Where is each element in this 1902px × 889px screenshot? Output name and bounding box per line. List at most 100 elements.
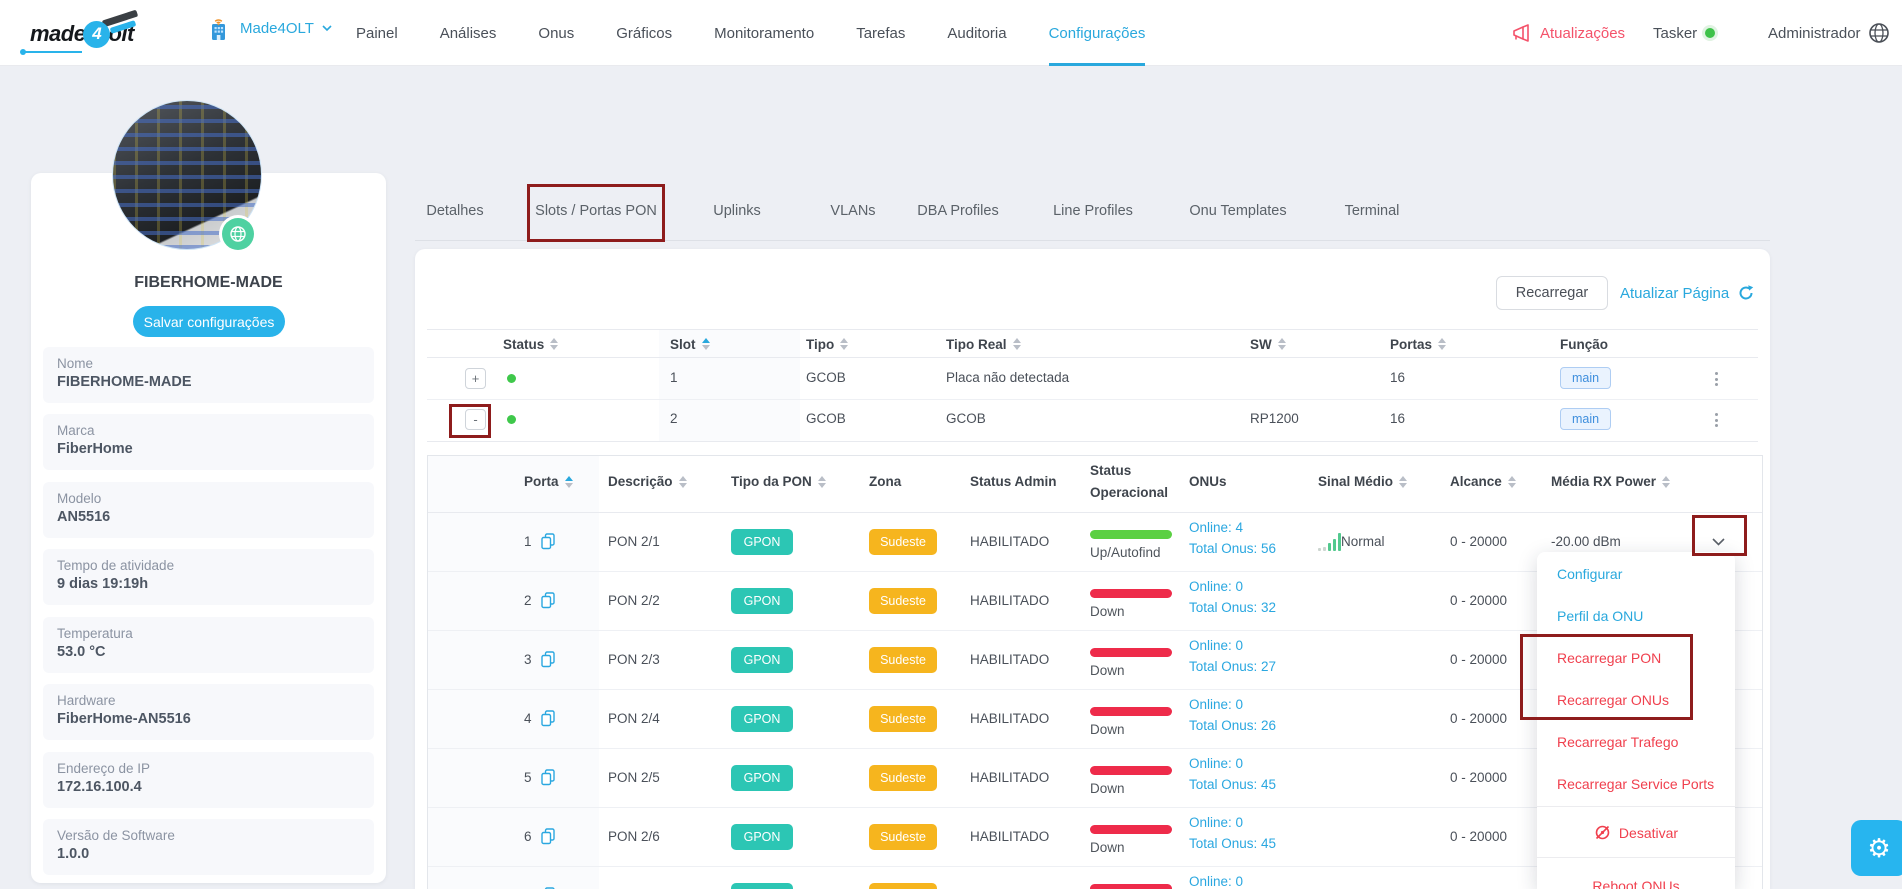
device-globe-badge bbox=[222, 218, 254, 250]
copy-icon[interactable] bbox=[541, 651, 555, 668]
onus-online-link[interactable]: Online: 4 bbox=[1189, 520, 1244, 535]
logo-number-badge: 4 bbox=[83, 20, 111, 48]
tab-uplinks[interactable]: Uplinks bbox=[713, 203, 761, 219]
sort-icon[interactable] bbox=[840, 338, 849, 350]
menu-item-configuracoes[interactable]: Configurações bbox=[1048, 0, 1146, 66]
tab-slots-portas-pon[interactable]: Slots / Portas PON bbox=[535, 203, 657, 219]
menu-item-perfil-da-onu[interactable]: Perfil da ONU bbox=[1557, 608, 1644, 624]
col-header-porta[interactable]: Porta bbox=[524, 474, 573, 489]
funcao-badge[interactable]: main bbox=[1560, 408, 1612, 430]
zona-badge: Sudeste bbox=[869, 647, 937, 673]
col-header-sw[interactable]: SW bbox=[1250, 330, 1286, 358]
onus-total-link[interactable]: Total Onus: 56 bbox=[1189, 541, 1277, 556]
menu-item-auditoria[interactable]: Auditoria bbox=[947, 24, 1007, 42]
col-header-tipo[interactable]: Tipo bbox=[806, 330, 849, 358]
sort-icon-active[interactable] bbox=[701, 338, 710, 350]
onus-online-link[interactable]: Online: 0 bbox=[1189, 638, 1244, 653]
onus-total-link[interactable]: Total Onus: 27 bbox=[1189, 659, 1277, 674]
col-header-status[interactable]: Status bbox=[503, 330, 559, 358]
menu-item-label: Desativar bbox=[1618, 824, 1679, 841]
onus-total-link[interactable]: Total Onus: 32 bbox=[1189, 600, 1277, 615]
updates-link[interactable]: Atualizações bbox=[1512, 0, 1625, 66]
tab-vlans[interactable]: VLANs bbox=[830, 203, 876, 219]
sort-icon[interactable] bbox=[1277, 338, 1286, 350]
menu-item-onus[interactable]: Onus bbox=[538, 24, 575, 42]
language-button[interactable] bbox=[1868, 22, 1890, 49]
onus-total-link[interactable]: Total Onus: 45 bbox=[1189, 836, 1277, 851]
user-menu[interactable]: Administrador bbox=[1768, 0, 1861, 66]
olt-selector[interactable]: Made4OLT bbox=[205, 15, 332, 42]
col-header-sinal-medio[interactable]: Sinal Médio bbox=[1318, 474, 1408, 489]
menu-item-analises[interactable]: Análises bbox=[439, 24, 497, 42]
col-header-slot[interactable]: Slot bbox=[670, 330, 710, 358]
sort-icon[interactable] bbox=[550, 338, 559, 350]
field-label: Modelo bbox=[57, 491, 102, 506]
row-actions-kebab[interactable] bbox=[1707, 408, 1725, 432]
onus-online-link[interactable]: Online: 0 bbox=[1189, 815, 1244, 830]
copy-icon[interactable] bbox=[541, 533, 555, 550]
tab-terminal[interactable]: Terminal bbox=[1344, 203, 1400, 219]
menu-item-recarregar-onus[interactable]: Recarregar ONUs bbox=[1557, 692, 1670, 708]
onus-online-link[interactable]: Online: 0 bbox=[1189, 756, 1244, 771]
menu-item-recarregar-trafego[interactable]: Recarregar Trafego bbox=[1557, 734, 1679, 750]
sort-icon[interactable] bbox=[1012, 338, 1021, 350]
alcance-value: 0 - 20000 bbox=[1450, 770, 1508, 785]
menu-item-tarefas[interactable]: Tarefas bbox=[856, 24, 906, 42]
onus-online-link[interactable]: Online: 0 bbox=[1189, 874, 1244, 889]
reload-button[interactable]: Recarregar bbox=[1496, 276, 1608, 310]
sort-icon[interactable] bbox=[1662, 475, 1671, 488]
funcao-badge[interactable]: main bbox=[1560, 367, 1612, 389]
menu-item-configurar[interactable]: Configurar bbox=[1557, 566, 1623, 582]
onus-online-link[interactable]: Online: 0 bbox=[1189, 579, 1244, 594]
menu-divider bbox=[1537, 806, 1735, 807]
porta-number: 1 bbox=[524, 534, 532, 549]
menu-item-recarregar-service-ports[interactable]: Recarregar Service Ports bbox=[1557, 776, 1715, 792]
tab-line-profiles[interactable]: Line Profiles bbox=[1053, 203, 1133, 219]
app-logo[interactable]: made 4 olt bbox=[20, 9, 139, 56]
menu-item-recarregar-pon[interactable]: Recarregar PON bbox=[1557, 650, 1662, 666]
copy-icon[interactable] bbox=[541, 710, 555, 727]
col-header-descricao[interactable]: Descrição bbox=[608, 474, 687, 489]
collapse-slot-button[interactable]: - bbox=[465, 409, 486, 430]
megaphone-icon bbox=[1513, 24, 1529, 42]
refresh-page-link[interactable]: Atualizar Página bbox=[1620, 284, 1755, 302]
copy-icon[interactable] bbox=[541, 828, 555, 845]
menu-item-graficos[interactable]: Gráficos bbox=[616, 24, 673, 42]
onus-online-link[interactable]: Online: 0 bbox=[1189, 697, 1244, 712]
sort-icon[interactable] bbox=[1438, 338, 1447, 350]
copy-icon[interactable] bbox=[541, 592, 555, 609]
tab-onu-templates[interactable]: Onu Templates bbox=[1189, 203, 1287, 219]
globe-icon bbox=[230, 226, 246, 242]
onus-total-link[interactable]: Total Onus: 26 bbox=[1189, 718, 1277, 733]
col-header-zona: Zona bbox=[869, 474, 902, 489]
col-header-tipo-pon[interactable]: Tipo da PON bbox=[731, 474, 826, 489]
onus-total-link[interactable]: Total Onus: 45 bbox=[1189, 777, 1277, 792]
sort-icon[interactable] bbox=[1399, 475, 1408, 488]
status-admin: HABILITADO bbox=[970, 770, 1050, 785]
save-config-button[interactable]: Salvar configurações bbox=[133, 306, 285, 337]
col-header-alcance[interactable]: Alcance bbox=[1450, 474, 1516, 489]
field-temperatura: Temperatura 53.0 °C bbox=[43, 617, 374, 673]
col-header-portas[interactable]: Portas bbox=[1390, 330, 1447, 358]
pon-descricao: PON 2/1 bbox=[608, 534, 660, 549]
col-header-media-rx[interactable]: Média RX Power bbox=[1551, 474, 1671, 489]
menu-item-desativar[interactable]: Desativar bbox=[1537, 824, 1735, 841]
row-actions-kebab[interactable] bbox=[1707, 367, 1725, 391]
expand-slot-button[interactable]: + bbox=[465, 368, 486, 389]
settings-fab[interactable]: ⚙ bbox=[1851, 820, 1902, 876]
copy-icon[interactable] bbox=[541, 769, 555, 786]
sort-icon[interactable] bbox=[678, 475, 687, 488]
sort-icon[interactable] bbox=[817, 475, 826, 488]
menu-item-monitoramento[interactable]: Monitoramento bbox=[714, 24, 815, 42]
table-border bbox=[427, 399, 1758, 400]
slot-portas: 16 bbox=[1390, 411, 1406, 426]
tab-detalhes[interactable]: Detalhes bbox=[426, 203, 484, 219]
porta-number: 4 bbox=[524, 711, 532, 726]
tab-dba-profiles[interactable]: DBA Profiles bbox=[917, 203, 999, 219]
menu-item-painel[interactable]: Painel bbox=[356, 24, 398, 42]
sort-icon[interactable] bbox=[1507, 475, 1516, 488]
table-border bbox=[427, 441, 1758, 442]
sort-icon-active[interactable] bbox=[564, 475, 573, 488]
menu-item-reboot-onus[interactable]: Reboot ONUs bbox=[1592, 878, 1680, 889]
col-header-tipo-real[interactable]: Tipo Real bbox=[946, 330, 1021, 358]
